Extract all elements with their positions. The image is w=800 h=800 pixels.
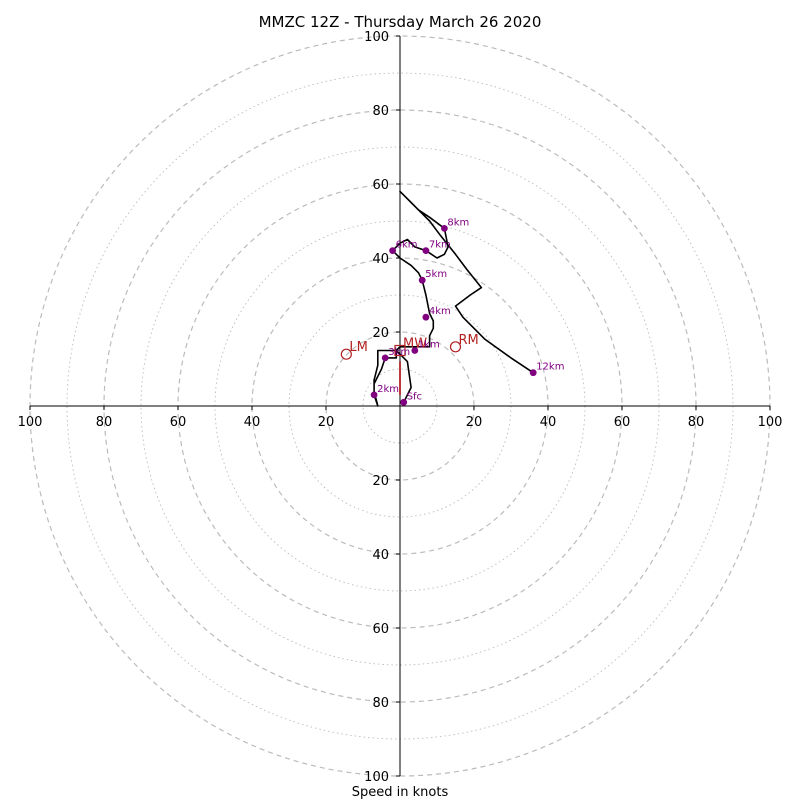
- height-marker-4km: [422, 313, 430, 321]
- storm-motion-mw-marker: [394, 344, 406, 357]
- height-marker-12km: [529, 369, 537, 377]
- storm-motion-rm-label: RM: [459, 333, 479, 348]
- y-tick-label: 80: [372, 696, 389, 711]
- storm-motion-markers: LM RM MW: [340, 333, 479, 395]
- storm-motion-lm-marker: [340, 348, 352, 360]
- height-marker-label: 7km: [429, 240, 451, 251]
- y-tick-label: 40: [372, 548, 389, 563]
- height-marker-label: 3km: [388, 347, 410, 358]
- height-marker-8km: [441, 225, 448, 232]
- y-tick-label: 100: [364, 770, 389, 785]
- height-marker-label: 1km: [418, 340, 440, 351]
- y-tick-label: 40: [372, 252, 389, 267]
- height-marker-5km: [418, 276, 426, 284]
- height-marker-2km: [370, 391, 378, 399]
- chart-title: MMZC 12Z - Thursday March 26 2020: [259, 13, 542, 31]
- storm-motion-mw-label: MW: [403, 337, 427, 352]
- x-tick-label: 80: [96, 415, 113, 430]
- x-axis-label: Speed in knots: [352, 785, 449, 800]
- height-marker-label: 6km: [396, 240, 418, 251]
- axes: [30, 36, 770, 776]
- height-marker-1km: [411, 347, 419, 354]
- height-marker-label: 12km: [536, 362, 564, 373]
- storm-motion-rm-marker: [449, 341, 462, 353]
- height-marker-3km: [381, 354, 389, 362]
- y-tick-label: 20: [372, 326, 389, 341]
- height-marker-label: Sfc: [407, 391, 422, 402]
- height-markers: Sfc 1km 2km 3km 4km 5km 6km 7km 8km 12km: [370, 217, 564, 406]
- storm-motion-lm-label: LM: [349, 340, 367, 355]
- x-tick-label: 60: [614, 415, 631, 430]
- height-marker-label: 5km: [425, 269, 447, 280]
- x-tick-label: 80: [688, 415, 705, 430]
- height-marker-label: 2km: [377, 384, 399, 395]
- x-tick-label: 100: [18, 415, 43, 430]
- x-tick-label: 100: [758, 415, 783, 430]
- height-marker-6km: [389, 247, 396, 255]
- x-tick-label: 40: [244, 415, 261, 430]
- y-tick-label: 100: [364, 30, 389, 45]
- y-tick-label: 60: [372, 622, 389, 637]
- height-marker-label: 8km: [447, 217, 469, 228]
- height-marker-label: 4km: [429, 306, 451, 317]
- x-tick-label: 40: [540, 415, 557, 430]
- x-tick-label: 20: [318, 415, 335, 430]
- tick-labels: 100 80 60 40 20 20 40 60 80 100 20 40 60 80 100 20 40 60 8…: [18, 30, 783, 785]
- x-tick-label: 60: [170, 415, 187, 430]
- y-tick-label: 60: [372, 178, 389, 193]
- wind-profile: [373, 190, 534, 407]
- height-marker-7km: [422, 247, 430, 255]
- y-tick-label: 20: [372, 474, 389, 489]
- x-tick-label: 20: [466, 415, 483, 430]
- y-tick-label: 80: [372, 104, 389, 119]
- height-marker-sfc: [400, 398, 408, 406]
- hodograph-trace: [373, 190, 534, 407]
